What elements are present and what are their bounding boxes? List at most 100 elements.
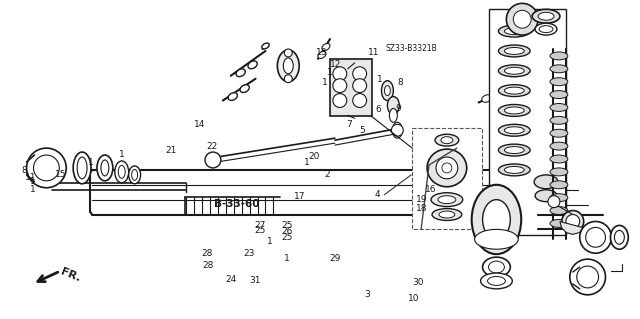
Ellipse shape xyxy=(77,157,87,179)
Ellipse shape xyxy=(488,277,506,286)
Ellipse shape xyxy=(499,65,530,77)
Ellipse shape xyxy=(483,200,510,239)
Text: 22: 22 xyxy=(207,142,218,151)
Ellipse shape xyxy=(381,81,394,100)
Ellipse shape xyxy=(539,26,553,33)
Ellipse shape xyxy=(504,48,524,55)
Ellipse shape xyxy=(499,45,530,57)
Text: 1: 1 xyxy=(284,254,290,263)
Text: 1: 1 xyxy=(377,75,383,84)
Ellipse shape xyxy=(441,137,453,144)
Circle shape xyxy=(577,266,598,288)
Text: 11: 11 xyxy=(25,173,36,182)
Text: 11: 11 xyxy=(367,48,379,57)
Circle shape xyxy=(205,152,221,168)
Ellipse shape xyxy=(475,229,518,249)
Circle shape xyxy=(548,196,560,208)
Ellipse shape xyxy=(432,209,461,220)
Text: 26: 26 xyxy=(282,227,292,236)
Ellipse shape xyxy=(504,28,524,34)
Circle shape xyxy=(580,221,611,253)
Ellipse shape xyxy=(472,185,521,254)
Ellipse shape xyxy=(550,142,568,150)
Text: 25: 25 xyxy=(282,234,292,242)
Text: 20: 20 xyxy=(308,152,319,161)
Ellipse shape xyxy=(236,69,245,77)
Ellipse shape xyxy=(97,155,113,181)
Circle shape xyxy=(513,10,531,28)
Ellipse shape xyxy=(492,90,501,97)
Ellipse shape xyxy=(504,107,524,114)
Ellipse shape xyxy=(550,168,568,176)
Text: 28: 28 xyxy=(203,261,214,270)
Ellipse shape xyxy=(550,103,568,111)
Text: 8: 8 xyxy=(22,167,28,175)
Text: 10: 10 xyxy=(408,294,420,303)
Ellipse shape xyxy=(115,161,129,183)
Text: 25: 25 xyxy=(282,221,292,230)
Ellipse shape xyxy=(389,108,397,122)
Text: 15: 15 xyxy=(56,170,67,179)
Ellipse shape xyxy=(240,85,250,93)
Text: 1: 1 xyxy=(322,78,328,87)
Circle shape xyxy=(353,93,367,108)
Text: 14: 14 xyxy=(194,120,205,129)
Ellipse shape xyxy=(228,93,237,100)
Text: 8: 8 xyxy=(397,78,403,87)
Ellipse shape xyxy=(499,85,530,97)
Text: 29: 29 xyxy=(330,254,341,263)
Text: FR.: FR. xyxy=(59,266,81,284)
Bar xyxy=(412,128,481,229)
Circle shape xyxy=(333,93,347,108)
Text: 3: 3 xyxy=(364,290,370,299)
Ellipse shape xyxy=(535,23,557,35)
Text: 1: 1 xyxy=(119,150,125,159)
Ellipse shape xyxy=(550,65,568,73)
Ellipse shape xyxy=(499,25,530,37)
Ellipse shape xyxy=(284,75,292,83)
Ellipse shape xyxy=(129,166,141,184)
Circle shape xyxy=(353,79,367,93)
Ellipse shape xyxy=(550,181,568,189)
Ellipse shape xyxy=(538,12,554,20)
Ellipse shape xyxy=(550,129,568,137)
Ellipse shape xyxy=(385,85,390,96)
Text: 7: 7 xyxy=(346,120,352,129)
Ellipse shape xyxy=(322,43,330,50)
Text: 18: 18 xyxy=(417,204,428,213)
Ellipse shape xyxy=(392,122,403,138)
Ellipse shape xyxy=(132,169,138,180)
Ellipse shape xyxy=(534,175,558,189)
Ellipse shape xyxy=(318,51,326,58)
Ellipse shape xyxy=(482,95,492,102)
Ellipse shape xyxy=(550,219,568,227)
Circle shape xyxy=(506,4,538,35)
Ellipse shape xyxy=(532,9,560,23)
Text: 25: 25 xyxy=(255,226,266,235)
Text: 23: 23 xyxy=(243,249,255,258)
Text: 1: 1 xyxy=(30,185,36,194)
Text: 1: 1 xyxy=(327,68,333,77)
Text: 13: 13 xyxy=(316,48,327,57)
Ellipse shape xyxy=(504,147,524,153)
Ellipse shape xyxy=(499,124,530,136)
Ellipse shape xyxy=(442,163,452,173)
Text: 24: 24 xyxy=(225,275,237,284)
Ellipse shape xyxy=(550,52,568,60)
Ellipse shape xyxy=(550,194,568,202)
Ellipse shape xyxy=(118,166,125,178)
Circle shape xyxy=(586,227,605,247)
Circle shape xyxy=(33,155,60,181)
Ellipse shape xyxy=(562,211,584,232)
Text: 4: 4 xyxy=(374,190,380,199)
Ellipse shape xyxy=(614,230,625,244)
Ellipse shape xyxy=(431,193,463,207)
Ellipse shape xyxy=(284,49,292,57)
Ellipse shape xyxy=(499,144,530,156)
Ellipse shape xyxy=(481,273,512,289)
Ellipse shape xyxy=(499,164,530,176)
Text: 1: 1 xyxy=(267,237,273,246)
Ellipse shape xyxy=(550,91,568,99)
Ellipse shape xyxy=(550,78,568,85)
Text: 28: 28 xyxy=(202,249,212,258)
